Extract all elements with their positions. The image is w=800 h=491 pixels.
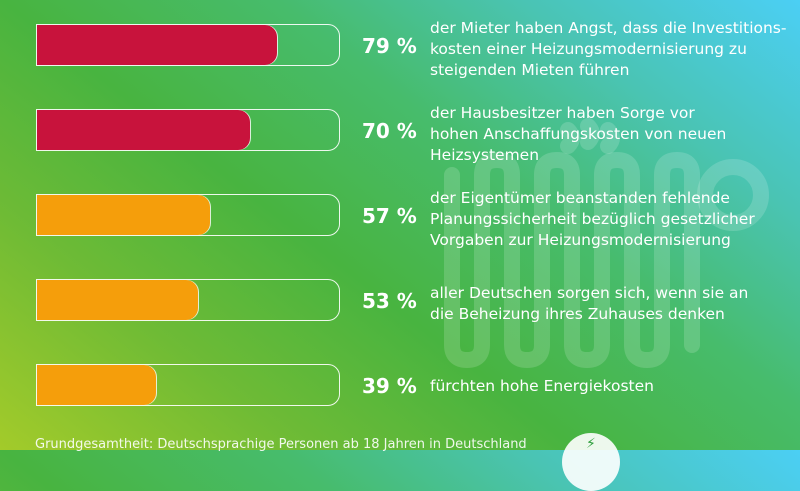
bar-track — [36, 364, 340, 406]
bar — [37, 280, 199, 320]
bar — [37, 195, 211, 235]
category-label: aller Deutschen sorgen sich, wenn sie an… — [430, 284, 749, 323]
value-label: 57 % — [362, 204, 417, 228]
value-label: 39 % — [362, 374, 417, 398]
bar-track — [36, 24, 340, 66]
bar — [37, 365, 156, 405]
logo-badge: ⚡ — [562, 433, 620, 491]
value-label: 53 % — [362, 289, 417, 313]
bar-track — [36, 194, 340, 236]
bar-row: 53 % aller Deutschen sorgen sich, wenn si… — [36, 279, 796, 323]
value-label: 70 % — [362, 119, 417, 143]
category-label: der Hausbesitzer haben Sorge vor hohen A… — [430, 104, 727, 164]
category-label: der Eigentümer beanstanden fehlende Plan… — [430, 189, 755, 249]
bar-row: 70 % der Hausbesitzer haben Sorge vor hoh… — [36, 104, 796, 164]
lightning-icon: ⚡ — [586, 436, 596, 452]
bar-track — [36, 109, 340, 151]
footnote: Grundgesamtheit: Deutschsprachige Person… — [35, 437, 527, 452]
bar-track — [36, 279, 340, 321]
category-label: der Mieter haben Angst, dass die Investi… — [430, 19, 787, 79]
radiator-illustration — [0, 0, 800, 450]
bar — [37, 25, 278, 65]
bar — [37, 110, 250, 150]
category-label: fürchten hohe Energiekosten — [430, 377, 654, 395]
bar-row: 57 % der Eigentümer beanstanden fehlende … — [36, 189, 796, 249]
bar-row: 39 % fürchten hohe Energiekosten — [36, 364, 796, 408]
value-label: 79 % — [362, 34, 417, 58]
bar-row: 79 % der Mieter haben Angst, dass die Inv… — [36, 19, 796, 79]
